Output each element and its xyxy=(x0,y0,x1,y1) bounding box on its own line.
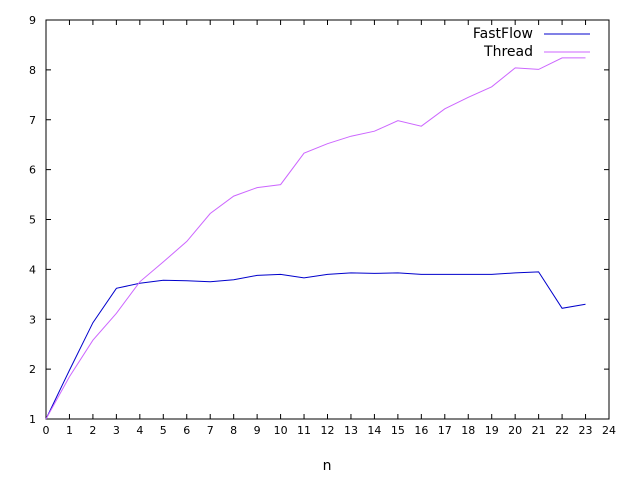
x-tick-label: 14 xyxy=(367,424,381,437)
x-tick-label: 9 xyxy=(254,424,261,437)
x-tick-label: 18 xyxy=(461,424,475,437)
series-line-fastflow xyxy=(45,271,586,420)
x-tick-label: 17 xyxy=(438,424,452,437)
x-axis-title: n xyxy=(323,458,332,474)
y-tick-label: 9 xyxy=(29,14,36,27)
axis-ticks: 0 1 2 3 4 5 6 7 8 9 10 11 12 13 14 15 16 17 18 19 20 21 22 23 24… xyxy=(29,14,616,437)
y-tick-label: 7 xyxy=(29,114,36,127)
x-tick-label: 12 xyxy=(321,424,335,437)
legend: FastFlow Thread xyxy=(473,26,590,60)
x-tick-label: 11 xyxy=(297,424,311,437)
x-tick-label: 24 xyxy=(602,424,616,437)
legend-label-thread: Thread xyxy=(483,44,533,60)
series-line-thread xyxy=(45,57,586,420)
x-tick-label: 23 xyxy=(579,424,593,437)
x-tick-label: 21 xyxy=(532,424,546,437)
x-tick-label: 15 xyxy=(391,424,405,437)
x-tick-label: 19 xyxy=(485,424,499,437)
x-tick-label: 3 xyxy=(113,424,120,437)
x-tick-label: 1 xyxy=(66,424,73,437)
y-tick-label: 5 xyxy=(29,214,36,227)
y-tick-label: 8 xyxy=(29,64,36,77)
y-tick-label: 6 xyxy=(29,164,36,177)
x-tick-label: 8 xyxy=(230,424,237,437)
y-tick-label: 3 xyxy=(29,313,36,326)
x-tick-label: 4 xyxy=(136,424,143,437)
plot-frame xyxy=(45,19,610,420)
y-tick-label: 4 xyxy=(29,263,36,276)
series-lines xyxy=(45,57,586,420)
legend-label-fastflow: FastFlow xyxy=(473,26,533,42)
x-tick-label: 7 xyxy=(207,424,214,437)
x-tick-label: 2 xyxy=(89,424,96,437)
x-tick-label: 0 xyxy=(43,424,50,437)
y-tick-label: 2 xyxy=(29,363,36,376)
x-tick-label: 10 xyxy=(274,424,288,437)
x-tick-label: 16 xyxy=(414,424,428,437)
x-tick-label: 13 xyxy=(344,424,358,437)
x-tick-label: 5 xyxy=(160,424,167,437)
x-tick-label: 20 xyxy=(508,424,522,437)
x-tick-label: 22 xyxy=(555,424,569,437)
y-tick-label: 1 xyxy=(29,413,36,426)
x-tick-label: 6 xyxy=(183,424,190,437)
